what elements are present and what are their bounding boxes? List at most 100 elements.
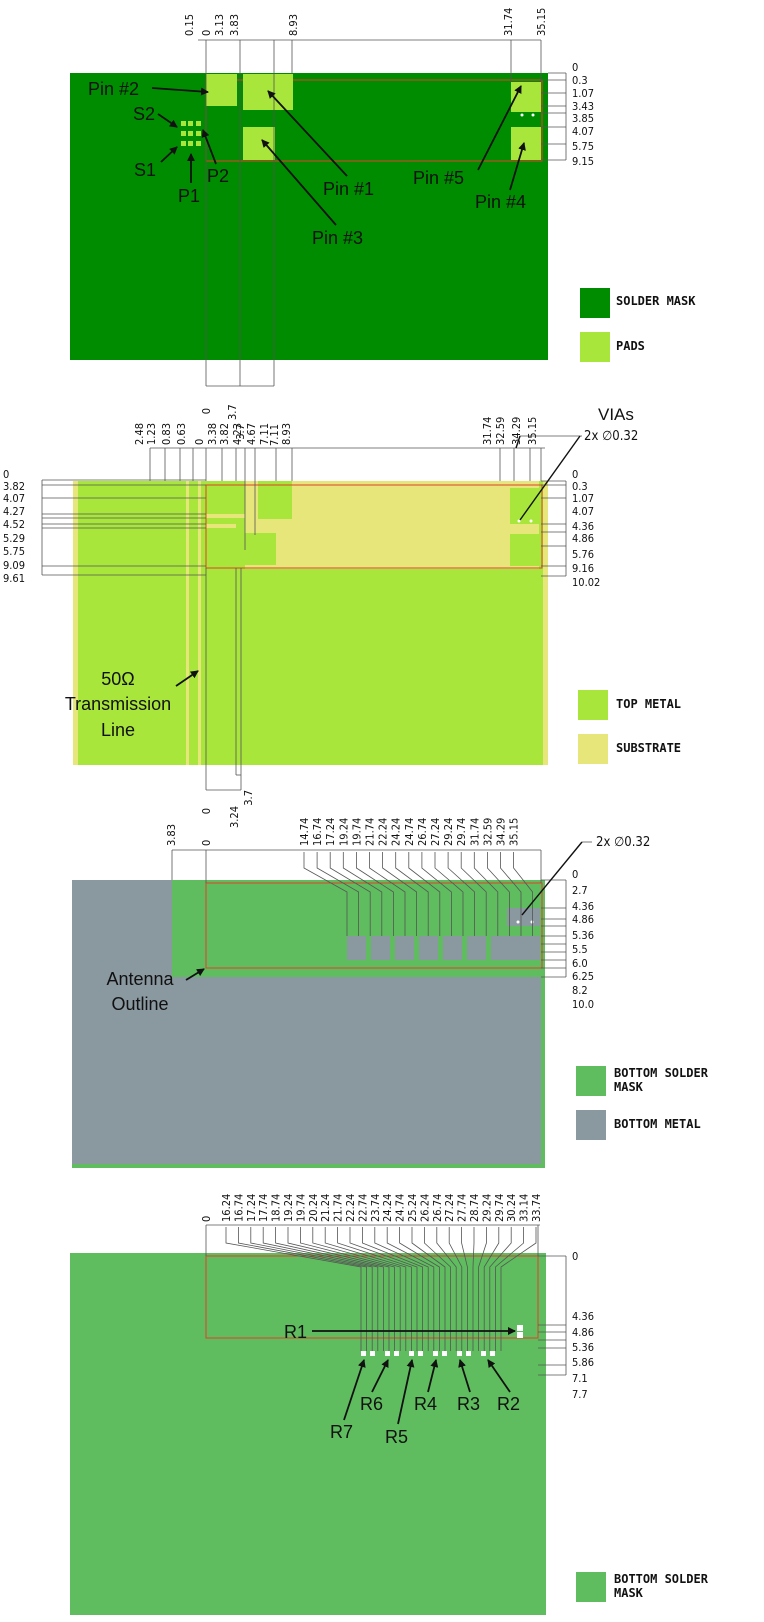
- dim-top: 0: [200, 1216, 213, 1222]
- dim-leader-line: [421, 852, 452, 936]
- dim-right: 6.25: [572, 970, 594, 983]
- dim-leader-line: [434, 852, 464, 936]
- dim-top: 27.74: [456, 1194, 469, 1222]
- resistor-pad: [385, 1351, 390, 1356]
- dim-leader-line: [448, 1227, 463, 1351]
- dim-top: 0: [200, 840, 213, 846]
- dim-right: 0: [572, 1250, 578, 1263]
- dim-leader-line: [395, 852, 429, 936]
- resistor-pad: [394, 1351, 399, 1356]
- pad-p1: [188, 141, 193, 146]
- top-metal-pad: [258, 481, 292, 519]
- dim-right: 9.15: [572, 155, 594, 168]
- antenna-outline: [205, 882, 543, 969]
- dim-right: 10.02: [572, 576, 600, 589]
- dim-bottom: 7.11: [268, 424, 281, 446]
- dim-right: 8.2: [572, 984, 588, 997]
- legend-swatch-top-metal: [578, 690, 608, 720]
- dim-top-group: 16.24 16.74 17.24 17.74 18.74 19.24 19.74 20.24…: [220, 1194, 543, 1222]
- dim-top: 3.13: [213, 14, 226, 36]
- dim-top: 26.24: [418, 1194, 431, 1222]
- dim-top: 26.74: [431, 1194, 444, 1222]
- dim-top: 7.11: [258, 423, 271, 445]
- dim-top: 14.74: [298, 818, 311, 846]
- dim-leader-line: [382, 852, 418, 936]
- top-metal-pad: [510, 488, 540, 524]
- dim-top: 29.24: [480, 1194, 493, 1222]
- pad-p2: [196, 121, 201, 126]
- dim-right: 0: [572, 868, 578, 881]
- dim-top: 16.24: [220, 1194, 233, 1222]
- dim-right: 5.75: [572, 140, 594, 153]
- dim-top: 33.14: [518, 1194, 531, 1222]
- substrate-strip: [245, 481, 255, 569]
- dim-top: 2.48: [133, 423, 146, 445]
- dim-top: 24.74: [394, 1194, 407, 1222]
- label-pin-1: Pin #1: [323, 179, 374, 199]
- dim-leader-line: [500, 852, 522, 936]
- dim-right: 3.85: [572, 112, 594, 125]
- metal-pad: [371, 936, 390, 960]
- dim-leader-line: [355, 852, 394, 936]
- pad-small: [196, 131, 201, 136]
- dim-left: 0: [3, 468, 9, 481]
- panel-bottom-solder-mask: 16.24 16.74 17.24 17.74 18.74 19.24 19.74 20.24…: [70, 1194, 709, 1615]
- dim-top: 21.74: [332, 1194, 345, 1222]
- resistor-pad: [361, 1351, 366, 1356]
- dim-left: 9.09: [3, 559, 25, 572]
- substrate-strip: [206, 524, 236, 528]
- pad-s1: [181, 141, 186, 146]
- dim-right: 5.76: [572, 548, 594, 561]
- dim-right: 3.43: [572, 100, 594, 113]
- dim-top: 31.74: [468, 818, 481, 846]
- metal-pad: [347, 936, 366, 960]
- dim-left: 9.61: [3, 572, 25, 585]
- dim-leader-line: [483, 1227, 500, 1351]
- dim-left: 4.52: [3, 518, 25, 531]
- antenna-label-1: Antenna: [106, 969, 174, 989]
- resistor-pad: [370, 1351, 375, 1356]
- dim-top: 18.74: [270, 1194, 283, 1222]
- dim-leader-line: [342, 852, 383, 936]
- dim-leaders: [225, 1227, 537, 1351]
- dim-leader-line: [250, 1227, 373, 1351]
- dim-bottom: 3.7: [234, 424, 247, 440]
- dim-leaders: [303, 852, 533, 936]
- dim-leader-line: [513, 852, 533, 936]
- vias-label: VIAs: [598, 405, 634, 424]
- dim-right: 5.5: [572, 943, 588, 956]
- pad-pin-4: [511, 127, 541, 160]
- legend-label-mask: MASK: [614, 1586, 644, 1600]
- dim-right: 4.36: [572, 520, 594, 533]
- dim-leader-line: [447, 852, 476, 936]
- panel-top-metal: 2.48 1.23 0.83 0.63 0 3.38 3.82 4.23 3.7…: [3, 404, 681, 828]
- bottom-solder-mask-edge: [541, 977, 545, 1168]
- via-dot: [517, 519, 521, 523]
- metal-pad: [467, 936, 486, 960]
- resistor-pad: [433, 1351, 438, 1356]
- dim-leader-line: [316, 852, 360, 936]
- dim-top: 3.82: [218, 423, 231, 445]
- resistor-pad: [490, 1351, 495, 1356]
- dim-leader-line: [349, 1227, 418, 1351]
- dim-top: 33.74: [530, 1194, 543, 1222]
- dim-right: 4.36: [572, 900, 594, 913]
- dim-leader-line: [361, 1227, 424, 1351]
- dim-right: 0: [572, 61, 578, 74]
- resistor-pad: [517, 1332, 523, 1338]
- dim-top: 27.24: [429, 818, 442, 846]
- legend-swatch-bottom-solder-mask: [576, 1066, 606, 1096]
- metal-pad: [419, 936, 438, 960]
- substrate-strip: [198, 481, 201, 765]
- dim-leader-line: [472, 1227, 475, 1351]
- dim-top: 32.59: [494, 417, 507, 445]
- dim-leader-line: [303, 852, 348, 936]
- antenna-outline: [205, 484, 543, 569]
- dim-top: 20.24: [307, 1194, 320, 1222]
- dim-right: 4.07: [572, 505, 594, 518]
- dim-leader-line: [225, 1227, 362, 1351]
- resistor-pad: [442, 1351, 447, 1356]
- legend-swatch-pads: [580, 332, 610, 362]
- dim-right: 5.86: [572, 1356, 594, 1369]
